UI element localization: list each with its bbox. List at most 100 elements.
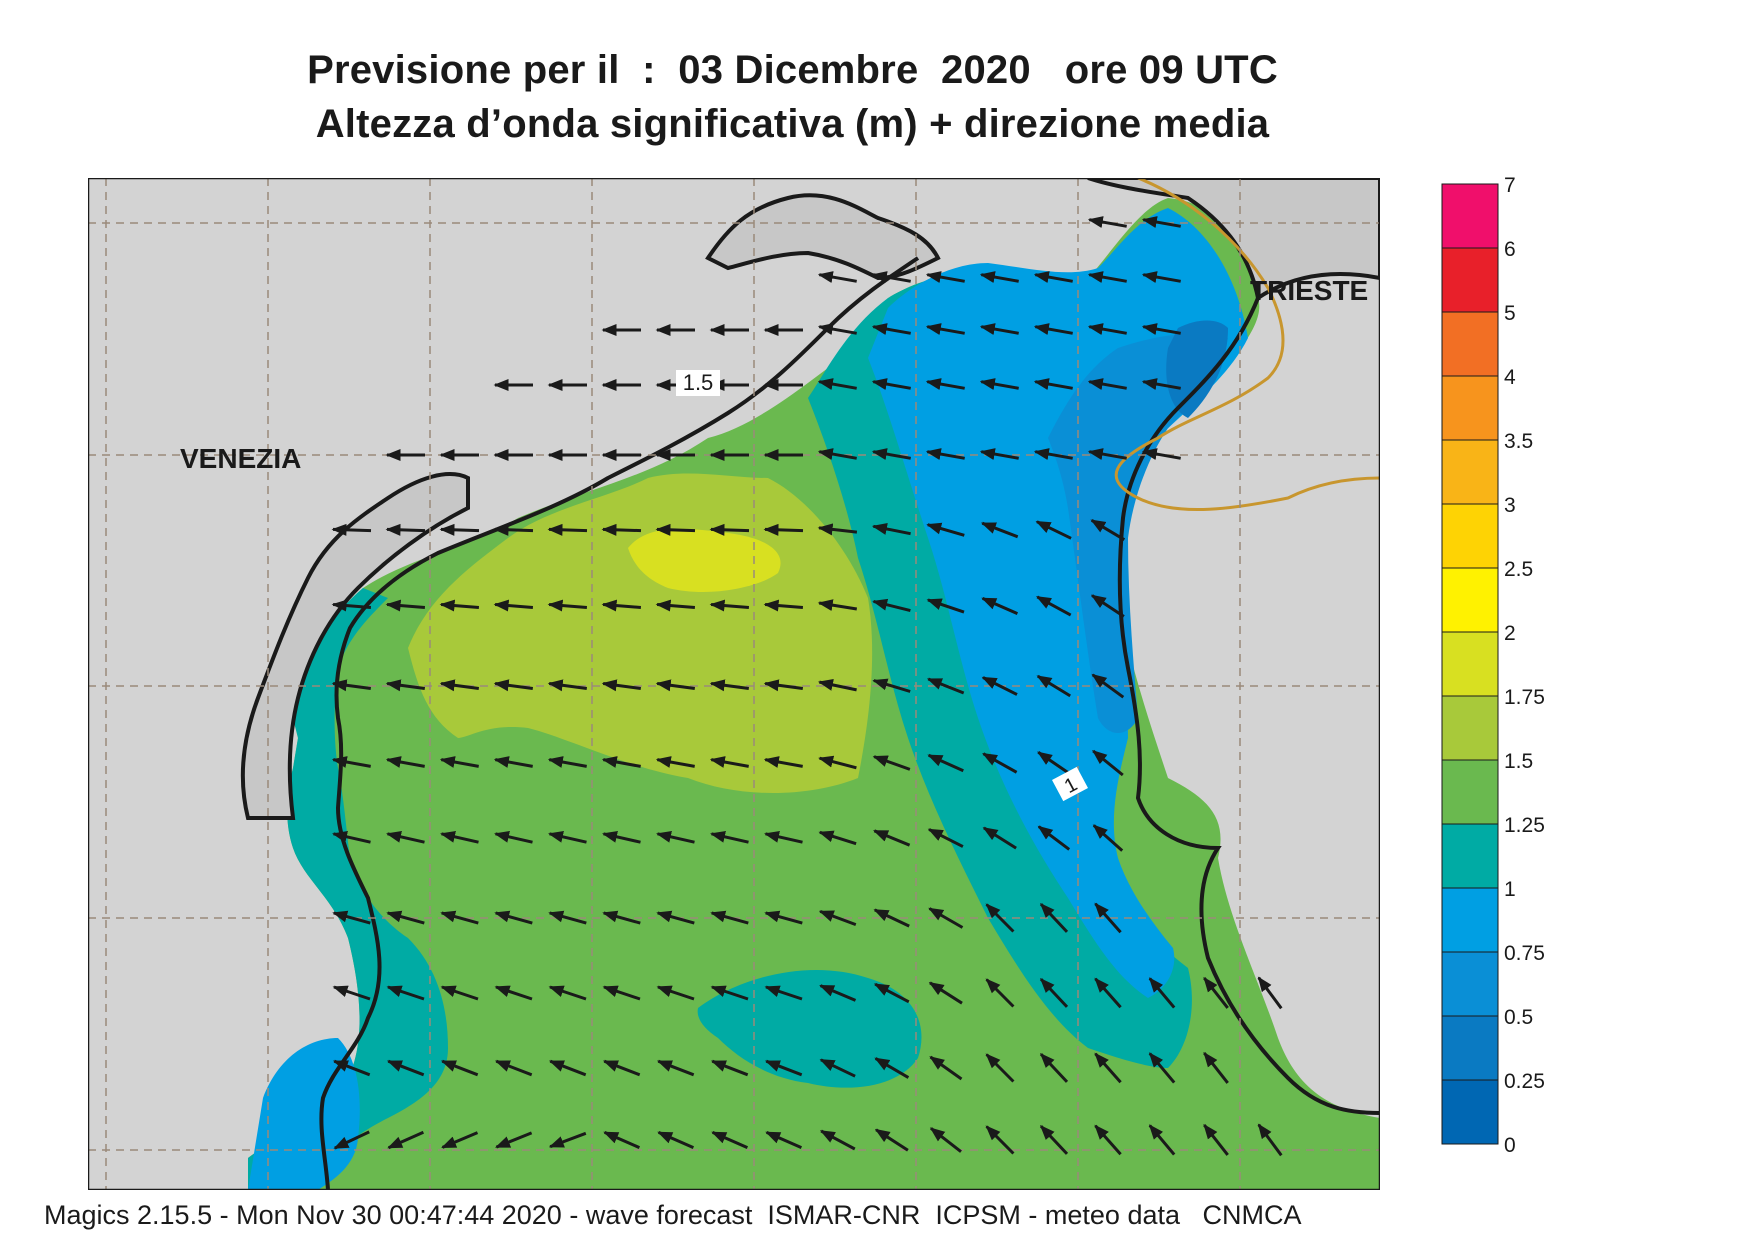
legend-label: 2.5 (1504, 558, 1533, 581)
direction-arrow (765, 1131, 803, 1149)
direction-arrow (819, 984, 857, 1002)
direction-arrow (1141, 216, 1181, 228)
coastline-east (1117, 297, 1380, 1115)
direction-arrow (548, 985, 587, 1001)
direction-arrow (1257, 1123, 1283, 1157)
direction-arrow (1092, 749, 1124, 777)
direction-arrow (601, 756, 641, 768)
direction-arrow (332, 985, 371, 1001)
direction-arrow (979, 448, 1019, 460)
direction-arrow (602, 910, 641, 925)
direction-arrow (818, 830, 857, 846)
direction-arrow (656, 830, 695, 844)
legend-box (1441, 1079, 1499, 1145)
direction-arrow (764, 1059, 803, 1077)
direction-arrow (494, 985, 533, 1001)
direction-arrow (331, 679, 371, 692)
direction-arrow (440, 1059, 479, 1077)
legend-label: 0.25 (1504, 1070, 1545, 1093)
country-border (1114, 178, 1380, 511)
direction-arrow (386, 1059, 425, 1077)
direction-arrow (1141, 271, 1181, 283)
land-north (705, 193, 941, 281)
direction-arrow (1087, 448, 1127, 460)
direction-arrow (1039, 1053, 1069, 1083)
direction-arrow (603, 1131, 641, 1149)
direction-arrow (1033, 271, 1073, 283)
legend-label: 5 (1504, 302, 1516, 325)
direction-arrow (764, 910, 803, 925)
zone-1-blob (697, 969, 922, 1088)
direction-arrow (874, 1057, 910, 1079)
direction-arrow (1203, 976, 1229, 1009)
direction-arrow (601, 679, 641, 692)
direction-arrow (439, 756, 479, 768)
direction-arrow (1148, 1124, 1176, 1156)
direction-arrow (440, 985, 479, 1001)
direction-arrow (387, 1130, 425, 1150)
direction-arrow (547, 599, 588, 612)
direction-arrow (1091, 673, 1125, 699)
direction-arrow (763, 523, 804, 536)
legend-label: 7 (1504, 174, 1516, 197)
legend-box (1441, 439, 1499, 505)
direction-arrow (926, 598, 965, 614)
direction-arrow (331, 599, 372, 612)
contour-label-1-5-text: 1.5 (683, 370, 714, 395)
direction-arrow (872, 598, 911, 613)
direction-arrow (655, 523, 696, 536)
direction-arrow (1203, 1051, 1229, 1084)
direction-arrow (874, 1128, 909, 1152)
legend-box (1441, 503, 1499, 569)
direction-arrow (1035, 520, 1072, 540)
zone-0-5 (1048, 333, 1228, 733)
direction-arrow (547, 679, 587, 692)
direction-arrow (763, 599, 804, 612)
zone-1-75 (628, 528, 781, 593)
direction-arrow (926, 522, 965, 537)
direction-arrow (602, 830, 641, 844)
wave-direction-arrows (331, 216, 1283, 1157)
direction-arrow (386, 985, 425, 1001)
direction-arrow (601, 523, 642, 536)
legend-box (1441, 695, 1499, 761)
direction-arrow (817, 678, 857, 692)
direction-arrow (440, 910, 479, 925)
direction-arrow (1033, 448, 1073, 460)
direction-arrow (979, 378, 1019, 390)
direction-arrow (1094, 977, 1122, 1009)
legend-label: 0.75 (1504, 942, 1545, 965)
direction-arrow (494, 910, 533, 925)
direction-arrow (711, 1131, 749, 1149)
direction-arrow (332, 830, 371, 844)
direction-arrow (709, 599, 750, 612)
direction-arrow (1039, 978, 1069, 1008)
legend-box (1441, 567, 1499, 633)
direction-arrow (1087, 323, 1127, 335)
direction-arrow (439, 679, 479, 692)
legend-label: 6 (1504, 238, 1516, 261)
wave-height-map: 1.5 1 VENEZIA TRIESTE (88, 178, 1380, 1190)
legend-label: 1.75 (1504, 686, 1545, 709)
direction-arrow (981, 597, 1019, 615)
direction-arrow (871, 323, 911, 335)
direction-arrow (656, 985, 695, 1001)
direction-arrow (763, 679, 803, 692)
legend-box (1441, 1015, 1499, 1081)
direction-arrow (872, 678, 911, 693)
coastline-west (319, 256, 920, 1190)
direction-arrow (709, 679, 749, 692)
direction-arrow (817, 271, 857, 283)
direction-arrow (495, 1131, 533, 1149)
direction-arrow (494, 1059, 533, 1077)
direction-arrow (818, 755, 857, 770)
legend-box (1441, 759, 1499, 825)
direction-arrow (980, 521, 1019, 539)
direction-arrow (386, 910, 425, 925)
legend-color-boxes (1441, 183, 1499, 1145)
direction-arrow (871, 271, 911, 283)
direction-arrow (710, 985, 749, 1001)
city-label-trieste: TRIESTE (1250, 275, 1368, 306)
legend-labels: 7 6 5 4 3.5 3 2.5 2 1.75 1.5 1.25 1 0.75 0.5 0.25 0 (1504, 174, 1545, 1155)
direction-arrow (439, 599, 480, 612)
